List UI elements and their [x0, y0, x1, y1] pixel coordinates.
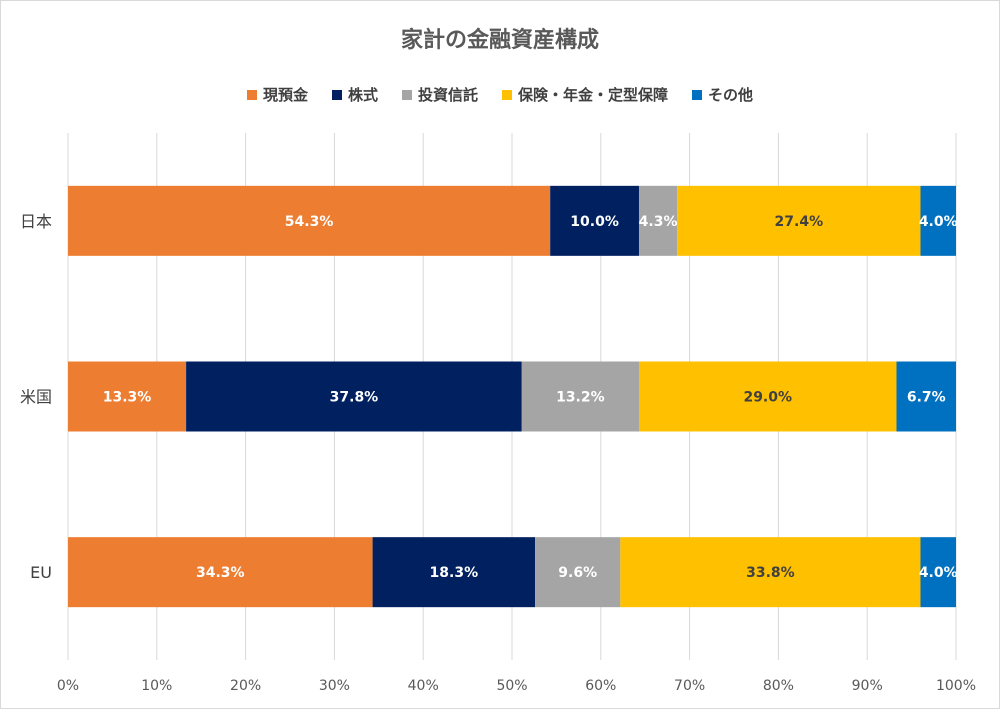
bar-segment — [920, 537, 956, 608]
x-tick-label: 70% — [674, 678, 705, 694]
bar-segment — [638, 361, 897, 432]
x-tick-label: 0% — [57, 678, 79, 694]
data-label: 9.6% — [558, 565, 597, 581]
legend-label-other: その他 — [708, 86, 754, 104]
x-tick-label: 40% — [408, 678, 439, 694]
bar-segment — [186, 361, 522, 432]
data-label: 4.0% — [919, 565, 958, 581]
legend-swatch-investment-trusts — [401, 89, 412, 100]
legend-swatch-other — [692, 89, 703, 100]
legend-swatch-cash — [246, 89, 257, 100]
legend-label-insurance: 保険・年金・定型保障 — [518, 86, 669, 104]
legend-swatch-stocks — [331, 89, 342, 100]
x-tick-label: 100% — [936, 678, 976, 694]
category-label: 日本 — [20, 212, 52, 231]
data-label: 33.8% — [746, 565, 795, 581]
x-tick-label: 80% — [763, 678, 794, 694]
x-tick-label: 10% — [141, 678, 172, 694]
category-label: 米国 — [20, 388, 52, 407]
data-label: 18.3% — [430, 565, 479, 581]
x-tick-label: 90% — [852, 678, 883, 694]
data-label: 13.3% — [103, 390, 152, 406]
data-label: 10.0% — [570, 214, 619, 230]
category-label: EU — [30, 563, 52, 582]
bar-segment — [68, 537, 373, 608]
bar-segment — [677, 185, 921, 256]
legend-item-investment-trusts: 投資信託 — [401, 84, 478, 105]
chart-legend: 現預金 株式 投資信託 保険・年金・定型保障 その他 — [0, 84, 1000, 105]
legend-swatch-insurance — [502, 89, 512, 100]
chart-title: 家計の金融資産構成 — [400, 28, 599, 53]
bar-segment — [535, 537, 621, 608]
legend-label-cash: 現預金 — [262, 86, 308, 104]
data-label: 34.3% — [196, 565, 245, 581]
bar-segment — [638, 185, 678, 256]
data-label: 54.3% — [285, 214, 334, 230]
x-tick-label: 60% — [585, 678, 616, 694]
x-tick-label: 50% — [496, 678, 527, 694]
legend-label-investment-trusts: 投資信託 — [417, 86, 478, 104]
bar-segment — [521, 361, 639, 432]
legend-item-other: その他 — [692, 84, 753, 105]
data-label: 4.0% — [919, 214, 958, 230]
data-label: 29.0% — [743, 390, 792, 406]
bar-segment — [896, 361, 956, 432]
legend-item-cash: 現預金 — [246, 84, 308, 105]
data-label: 13.2% — [556, 390, 605, 406]
data-label: 37.8% — [330, 390, 379, 406]
x-tick-label: 30% — [319, 678, 350, 694]
data-label: 4.3% — [639, 214, 678, 230]
x-tick-label: 20% — [230, 678, 261, 694]
bar-segment — [372, 537, 536, 608]
bar-segment — [68, 361, 187, 432]
bar-segment — [920, 185, 956, 256]
legend-item-stocks: 株式 — [331, 84, 378, 105]
data-label: 6.7% — [907, 390, 946, 406]
bar-segment — [550, 185, 639, 256]
bar-segment — [620, 537, 921, 608]
data-label: 27.4% — [775, 214, 824, 230]
legend-item-insurance: 保険・年金・定型保障 — [502, 84, 668, 105]
legend-label-stocks: 株式 — [347, 86, 378, 104]
bar-segment — [68, 185, 551, 256]
